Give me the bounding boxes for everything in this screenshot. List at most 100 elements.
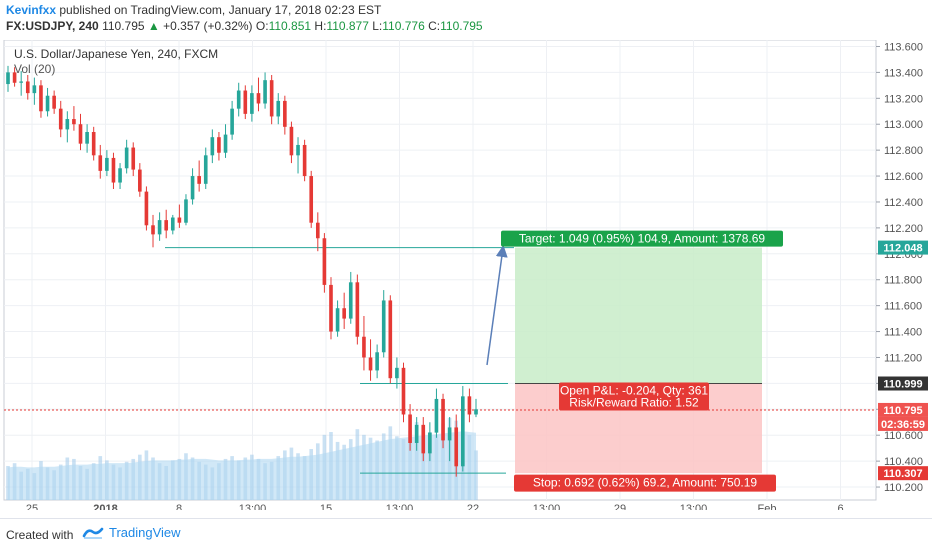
candle-body	[78, 124, 83, 144]
candle-body	[105, 157, 109, 171]
candle-body	[12, 72, 17, 83]
price-tick-label: 113.000	[884, 119, 923, 131]
time-tick-label: 2018	[93, 503, 117, 510]
candle-body	[184, 199, 188, 223]
candle-body	[329, 284, 333, 332]
last-price: 110.795	[102, 19, 145, 33]
ohlc-line: FX:USDJPY, 240 110.795 ▲ +0.357 (+0.32%)…	[6, 19, 483, 33]
candle-body	[210, 137, 215, 156]
candle-body	[348, 282, 353, 319]
candle-body	[335, 308, 340, 332]
pnl-label-box	[559, 382, 709, 411]
profit-zone	[515, 247, 762, 384]
candle-body	[177, 217, 182, 223]
created-with-text: Created with	[6, 528, 74, 542]
price-tick-label: 113.200	[884, 93, 923, 105]
candle-body	[6, 72, 10, 85]
open-label: O:	[255, 19, 269, 33]
volume-ma-area	[8, 431, 476, 500]
price-badge	[878, 240, 928, 255]
price-badge-label: 02:36:59	[881, 419, 925, 431]
candle-body	[283, 100, 287, 127]
tradingview-logo-icon	[82, 527, 104, 539]
candle-body	[276, 100, 281, 117]
candle-body	[414, 424, 419, 443]
price-badge	[878, 402, 928, 417]
candle-body	[401, 367, 406, 415]
time-tick-label: 15	[320, 503, 332, 510]
time-tick-label: 13:00	[239, 503, 267, 510]
candle-body	[395, 367, 399, 379]
candle-body	[170, 217, 175, 231]
candle-body	[355, 282, 360, 337]
author-link[interactable]: Kevinfxx	[6, 3, 57, 17]
candle-body	[65, 119, 70, 130]
candle-body	[230, 108, 234, 135]
open-value: 110.851	[268, 19, 312, 33]
stop-label-text: Stop: 0.692 (0.62%) 69.2, Amount: 750.19	[533, 476, 757, 490]
candle-body	[454, 427, 459, 467]
high-value: 110.877	[326, 19, 369, 33]
chart-area[interactable]: Target: 1.049 (0.95%) 104.9, Amount: 137…	[0, 40, 932, 510]
price-badge-label: 110.795	[883, 405, 922, 417]
time-tick-label: 29	[614, 503, 626, 510]
price-tick-label: 112.400	[884, 197, 923, 209]
candle-body	[58, 108, 63, 130]
candle-body	[111, 157, 116, 183]
candle-body	[408, 414, 412, 443]
price-tick-label: 113.600	[884, 41, 923, 53]
candle-body	[25, 81, 30, 94]
candle-body	[302, 144, 307, 177]
price-tick-label: 110.600	[884, 430, 923, 442]
candle-body	[263, 80, 267, 104]
candle-body	[474, 409, 478, 415]
time-tick-label: 13:00	[680, 503, 708, 510]
price-tick-label: 113.400	[884, 67, 923, 79]
candle-body	[309, 176, 314, 223]
tradingview-brand[interactable]: TradingView	[82, 525, 181, 540]
projection-arrow	[486, 245, 508, 366]
high-label: H:	[314, 19, 327, 33]
candle-body	[243, 90, 248, 114]
price-badge-label: 112.048	[883, 243, 922, 255]
pnl-label-text: Open P&L: -0.204, Qty: 361	[560, 384, 708, 398]
close-label: C:	[428, 19, 441, 33]
low-label: L:	[372, 19, 383, 33]
candle-body	[203, 155, 208, 184]
candle-body	[315, 222, 320, 239]
price-tick-label: 111.800	[884, 275, 922, 287]
candle-body	[124, 147, 129, 169]
candle-body	[342, 308, 346, 319]
candle-body	[368, 357, 373, 371]
target-label-box	[501, 230, 783, 247]
price-tick-label: 111.400	[884, 327, 922, 339]
candle-body	[45, 95, 50, 112]
candle-body	[190, 176, 195, 200]
candle-body	[362, 336, 366, 358]
candle-body	[39, 85, 43, 112]
chart-header: Kevinfxx published on TradingView.com, J…	[0, 0, 932, 40]
candle-body	[296, 144, 300, 156]
price-chart[interactable]: Target: 1.049 (0.95%) 104.9, Amount: 137…	[0, 40, 932, 510]
time-tick-label: 13:00	[386, 503, 414, 510]
candle-body	[85, 132, 89, 144]
volume-legend: Vol (20)	[14, 62, 56, 76]
candle-body	[434, 398, 439, 433]
candle-body	[118, 168, 122, 183]
candle-body	[217, 137, 221, 153]
price-tick-label: 112.800	[884, 145, 923, 157]
candle-body	[131, 147, 136, 170]
target-label-text: Target: 1.049 (0.95%) 104.9, Amount: 137…	[519, 232, 765, 246]
time-tick-label: 6	[837, 503, 843, 510]
time-tick-label: 22	[467, 503, 479, 510]
candle-body	[441, 398, 445, 441]
candle-body	[269, 80, 274, 117]
candle-body	[91, 132, 96, 156]
candle-body	[236, 90, 241, 109]
candle-body	[421, 424, 426, 454]
published-text: published on TradingView.com, January 17…	[59, 3, 382, 17]
price-tick-label: 112.200	[884, 223, 923, 235]
candle-body	[388, 300, 393, 379]
candle-body	[151, 225, 155, 235]
candle-body	[164, 220, 169, 231]
